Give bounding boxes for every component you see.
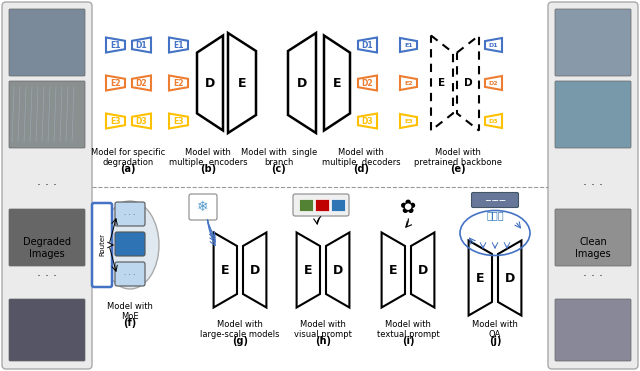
Text: Model with
textual prompt: Model with textual prompt [376,320,440,339]
Text: E: E [221,263,230,276]
Polygon shape [214,233,237,308]
Polygon shape [243,233,266,308]
Text: E1: E1 [173,40,184,49]
Polygon shape [197,36,223,131]
Polygon shape [106,37,125,53]
Polygon shape [485,114,502,128]
Text: D: D [464,78,472,88]
Polygon shape [169,114,188,128]
Polygon shape [468,240,492,315]
Text: E: E [389,263,397,276]
FancyBboxPatch shape [293,194,349,216]
Text: (a): (a) [120,164,136,174]
Text: D2: D2 [489,81,499,85]
Polygon shape [132,114,151,128]
Text: (g): (g) [232,336,248,346]
Polygon shape [358,37,377,53]
Text: · · ·: · · · [583,270,603,283]
FancyBboxPatch shape [92,203,112,287]
Text: D3: D3 [136,116,147,125]
Text: E3: E3 [404,118,413,124]
FancyBboxPatch shape [555,9,631,76]
Text: Model with
large-scale models: Model with large-scale models [200,320,280,339]
Text: E: E [304,263,312,276]
Bar [299,199,313,211]
FancyBboxPatch shape [9,81,85,148]
Text: D1: D1 [489,43,499,47]
Text: D3: D3 [489,118,499,124]
Text: Model with
MoE: Model with MoE [107,302,153,321]
Text: (j): (j) [489,336,501,346]
Text: Router: Router [99,233,105,256]
Text: Degraded
Images: Degraded Images [23,237,71,259]
Bar [315,199,329,211]
Text: D: D [333,263,343,276]
Text: D2: D2 [136,79,147,88]
Text: (f): (f) [124,318,136,328]
Text: E2: E2 [110,79,121,88]
Polygon shape [132,76,151,91]
Text: E: E [333,76,341,89]
FancyBboxPatch shape [555,81,631,148]
Text: D1: D1 [136,40,147,49]
Polygon shape [400,38,417,52]
FancyBboxPatch shape [2,2,92,369]
Text: Model with
multiple  encoders: Model with multiple encoders [169,148,247,167]
Text: Model with
multiple  decoders: Model with multiple decoders [322,148,400,167]
Polygon shape [431,36,453,131]
Polygon shape [485,76,502,90]
Text: E1: E1 [404,43,413,47]
Text: D: D [417,263,428,276]
FancyBboxPatch shape [115,202,145,226]
FancyBboxPatch shape [9,299,85,361]
Text: E2: E2 [404,81,413,85]
Text: ✿: ✿ [400,197,416,217]
FancyBboxPatch shape [9,9,85,76]
Polygon shape [106,114,125,128]
Text: Model with
pretrained backbone: Model with pretrained backbone [414,148,502,167]
FancyBboxPatch shape [9,209,85,266]
Polygon shape [288,33,316,133]
Text: D: D [205,76,215,89]
Text: D1: D1 [362,40,373,49]
Text: E: E [237,76,246,89]
Text: Model with
visual prompt: Model with visual prompt [294,320,352,339]
Text: (d): (d) [353,164,369,174]
Text: Model for specific
degradation: Model for specific degradation [91,148,165,167]
FancyBboxPatch shape [115,232,145,256]
Text: (i): (i) [402,336,414,346]
Polygon shape [358,76,377,91]
Text: E: E [476,272,484,285]
Polygon shape [228,33,256,133]
Text: (h): (h) [315,336,331,346]
FancyBboxPatch shape [189,194,217,220]
Text: Clean
Images: Clean Images [575,237,611,259]
Polygon shape [358,114,377,128]
Text: (c): (c) [271,164,286,174]
Polygon shape [457,36,479,131]
Text: D: D [250,263,260,276]
Text: ━━ ━━ ━━: ━━ ━━ ━━ [485,197,505,203]
Text: D: D [297,76,307,89]
Text: (e): (e) [450,164,466,174]
Text: ❄: ❄ [197,200,209,214]
Text: · · ·: · · · [124,212,136,218]
Polygon shape [411,233,435,308]
Text: E2: E2 [173,79,184,88]
Text: 👤👤👤: 👤👤👤 [486,210,504,220]
Polygon shape [400,114,417,128]
Text: D3: D3 [362,116,373,125]
Ellipse shape [101,201,159,289]
Polygon shape [400,76,417,90]
FancyBboxPatch shape [115,262,145,286]
Polygon shape [498,240,522,315]
Text: E1: E1 [110,40,121,49]
Polygon shape [296,233,320,308]
Text: D: D [504,272,515,285]
Polygon shape [324,36,350,131]
Text: · · ·: · · · [37,270,57,283]
Text: E3: E3 [110,116,121,125]
Polygon shape [381,233,405,308]
FancyBboxPatch shape [555,209,631,266]
